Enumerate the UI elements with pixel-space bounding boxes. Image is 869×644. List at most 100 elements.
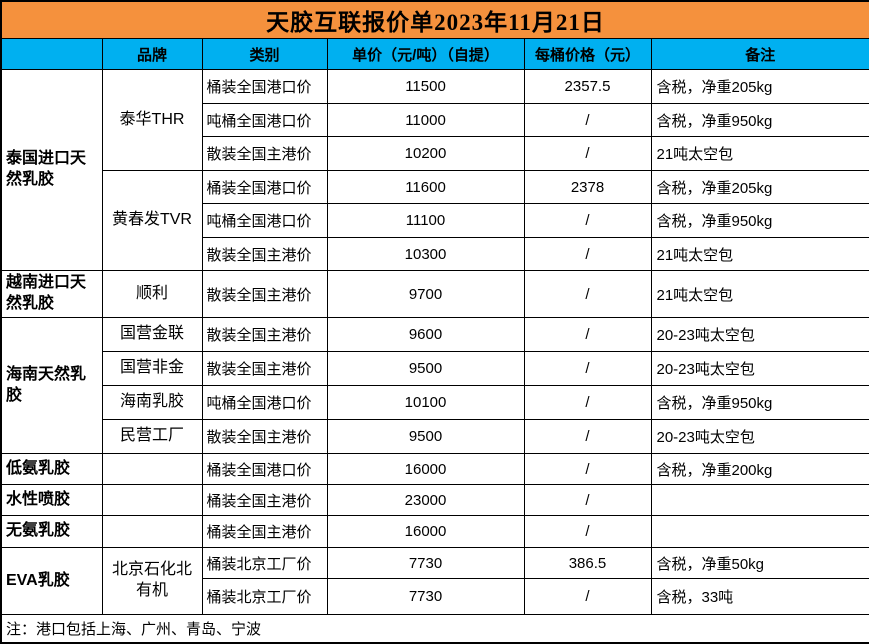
barrel-price-cell: 2357.5 <box>523 69 652 104</box>
brand-cell: 黄春发TVR <box>101 170 203 271</box>
unit-price-cell: 10100 <box>326 385 525 420</box>
unit-price-cell: 11000 <box>326 103 525 137</box>
category-cell: EVA乳胶 <box>0 547 103 615</box>
unit-price-cell: 16000 <box>326 453 525 485</box>
unit-price-cell: 16000 <box>326 515 525 548</box>
unit-price-cell: 11100 <box>326 203 525 238</box>
barrel-price-cell: / <box>523 317 652 352</box>
type-cell: 散装全国主港价 <box>201 419 328 454</box>
unit-price-cell: 10300 <box>326 237 525 271</box>
table-row: 民营工厂 散装全国主港价 9500 / 20-23吨太空包 <box>1 419 869 454</box>
note-cell: 含税，33吨 <box>650 578 869 615</box>
table-row: EVA乳胶 北京石化北有机 桶装北京工厂价 7730 386.5 含税，净重50… <box>0 547 869 615</box>
type-cell: 吨桶全国港口价 <box>201 203 328 238</box>
column-header-unit-price: 单价（元/吨）（自提） <box>326 38 525 70</box>
unit-price-cell: 9500 <box>326 419 525 454</box>
column-header-brand: 品牌 <box>101 38 203 70</box>
barrel-price-cell: / <box>523 515 652 548</box>
brand-cell: 民营工厂 <box>101 419 203 454</box>
unit-price-cell: 9700 <box>326 270 525 318</box>
note-cell: 含税，净重205kg <box>650 170 869 204</box>
unit-price-cell: 11600 <box>326 170 525 204</box>
note-cell: 21吨太空包 <box>650 136 869 171</box>
category-cell: 泰国进口天然乳胶 <box>0 69 103 271</box>
type-cell: 散装全国主港价 <box>201 237 328 271</box>
note-cell: 20-23吨太空包 <box>650 351 869 386</box>
brand-cell <box>101 515 203 548</box>
barrel-price-cell: / <box>523 270 652 318</box>
note-cell <box>650 515 869 548</box>
brand-cell <box>101 453 203 485</box>
brand-cell: 顺利 <box>101 270 203 318</box>
table-row: 散装全国主港价 10200 / 21吨太空包 <box>1 136 869 171</box>
barrel-price-cell: / <box>523 484 652 516</box>
barrel-price-cell: / <box>523 453 652 485</box>
barrel-price-cell: / <box>523 103 652 137</box>
barrel-price-cell: / <box>523 136 652 171</box>
type-cell: 桶装北京工厂价 <box>201 547 328 579</box>
column-header-note: 备注 <box>650 38 869 70</box>
table-row: 吨桶全国港口价 11000 / 含税，净重950kg <box>1 103 869 137</box>
type-cell: 散装全国主港价 <box>201 270 328 318</box>
type-cell: 桶装全国主港价 <box>201 515 328 548</box>
barrel-price-cell: 2378 <box>523 170 652 204</box>
note-cell: 21吨太空包 <box>650 237 869 271</box>
note-cell <box>650 484 869 516</box>
footer-note: 注：港口包括上海、广州、青岛、宁波 <box>0 614 869 643</box>
note-cell: 20-23吨太空包 <box>650 317 869 352</box>
note-cell: 含税，净重50kg <box>650 547 869 579</box>
table-row: 无氨乳胶 桶装全国主港价 16000 / <box>0 515 869 548</box>
note-cell: 含税，净重200kg <box>650 453 869 485</box>
table-row: 海南天然乳胶 国营金联 散装全国主港价 9600 / 20-23吨太空包 <box>0 317 869 454</box>
brand-cell <box>101 484 203 516</box>
brand-cell: 北京石化北有机 <box>101 547 203 615</box>
table-row: 吨桶全国港口价 11100 / 含税，净重950kg <box>1 203 869 238</box>
table-row: 黄春发TVR 桶装全国港口价 11600 2378 含税，净重205kg <box>1 170 869 271</box>
barrel-price-cell: / <box>523 351 652 386</box>
column-header-category <box>0 38 103 70</box>
table-row: 桶装北京工厂价 7730 / 含税，33吨 <box>1 578 869 615</box>
barrel-price-cell: / <box>523 419 652 454</box>
unit-price-cell: 7730 <box>326 547 525 579</box>
note-cell: 含税，净重950kg <box>650 103 869 137</box>
type-cell: 桶装全国港口价 <box>201 69 328 104</box>
note-cell: 21吨太空包 <box>650 270 869 318</box>
table-row: 低氨乳胶 桶装全国港口价 16000 / 含税，净重200kg <box>0 453 869 485</box>
note-cell: 含税，净重205kg <box>650 69 869 104</box>
category-cell: 海南天然乳胶 <box>0 317 103 454</box>
unit-price-cell: 7730 <box>326 578 525 615</box>
category-cell: 无氨乳胶 <box>0 515 103 548</box>
note-cell: 含税，净重950kg <box>650 203 869 238</box>
type-cell: 桶装全国港口价 <box>201 453 328 485</box>
type-cell: 散装全国主港价 <box>201 351 328 386</box>
category-cell: 越南进口天然乳胶 <box>0 270 103 318</box>
table-row: 水性喷胶 桶装全国主港价 23000 / <box>0 484 869 516</box>
barrel-price-cell: / <box>523 578 652 615</box>
column-header-barrel-price: 每桶价格（元） <box>523 38 652 70</box>
type-cell: 桶装全国主港价 <box>201 484 328 516</box>
unit-price-cell: 9500 <box>326 351 525 386</box>
table-row: 越南进口天然乳胶 顺利 散装全国主港价 9700 / 21吨太空包 <box>0 270 869 318</box>
barrel-price-cell: / <box>523 237 652 271</box>
type-cell: 吨桶全国港口价 <box>201 385 328 420</box>
table-row: 海南乳胶 吨桶全国港口价 10100 / 含税，净重950kg <box>1 385 869 420</box>
unit-price-cell: 9600 <box>326 317 525 352</box>
unit-price-cell: 11500 <box>326 69 525 104</box>
type-cell: 散装全国主港价 <box>201 136 328 171</box>
report-title: 天胶互联报价单2023年11月21日 <box>0 0 869 39</box>
brand-cell: 海南乳胶 <box>101 385 203 420</box>
brand-cell: 国营非金 <box>101 351 203 386</box>
barrel-price-cell: 386.5 <box>523 547 652 579</box>
note-cell: 20-23吨太空包 <box>650 419 869 454</box>
category-cell: 低氨乳胶 <box>0 453 103 485</box>
type-cell: 桶装全国港口价 <box>201 170 328 204</box>
table-row: 泰国进口天然乳胶 泰华THR 桶装全国港口价 11500 2357.5 含税，净… <box>0 69 869 271</box>
type-cell: 吨桶全国港口价 <box>201 103 328 137</box>
brand-cell: 泰华THR <box>101 69 203 171</box>
note-cell: 含税，净重950kg <box>650 385 869 420</box>
brand-cell: 国营金联 <box>101 317 203 352</box>
barrel-price-cell: / <box>523 203 652 238</box>
unit-price-cell: 23000 <box>326 484 525 516</box>
type-cell: 散装全国主港价 <box>201 317 328 352</box>
